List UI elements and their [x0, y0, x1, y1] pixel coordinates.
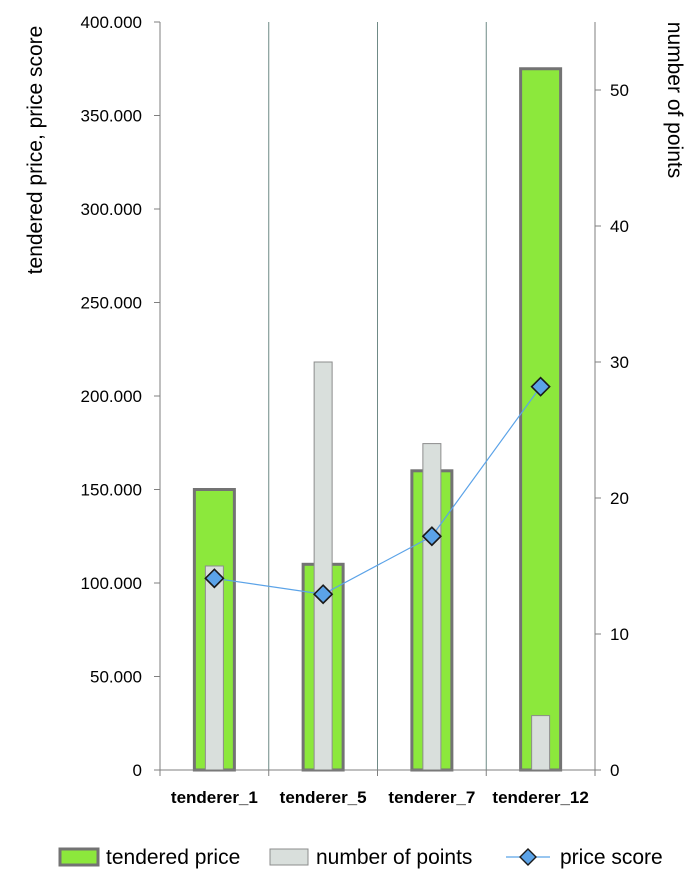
y-tick-label: 50.000 [90, 668, 142, 687]
y-tick-label: 0 [133, 761, 142, 780]
legend-label-number-of-points: number of points [316, 846, 472, 869]
y-tick-label: 350.000 [81, 107, 142, 126]
y2-tick-label: 50 [610, 81, 629, 100]
number-of-points-bar [422, 443, 442, 771]
legend-label-price-score: price score [560, 846, 663, 869]
y2-tick-label: 40 [610, 217, 629, 236]
legend: tendered price number of points price scor… [58, 846, 663, 869]
price-score-marker [204, 568, 225, 589]
y-tick-label: 150.000 [81, 481, 142, 500]
y2-tick-label: 20 [610, 489, 629, 508]
number-of-points-bar [204, 565, 224, 771]
price-score-marker [421, 526, 443, 547]
legend-swatch-number-of-points [269, 848, 309, 866]
y-tick-label: 200.000 [81, 387, 142, 406]
price-score-marker [312, 584, 334, 605]
axes [154, 21, 601, 776]
category-label: tenderer_1 [171, 788, 258, 807]
y2-tick-label: 30 [610, 353, 629, 372]
y2-tick-label: 10 [610, 625, 629, 644]
y-tick-label: 400.000 [81, 13, 142, 32]
number-of-points-bar [531, 715, 551, 771]
price-score-polyline [214, 386, 542, 595]
bars [192, 67, 563, 772]
price-score-marker [530, 376, 551, 397]
y2-tick-label: 0 [610, 761, 619, 780]
y-tick-label: 100.000 [81, 574, 142, 593]
tick-labels: 0 50.000 100.000 150.000 200.000 250.000 300.0… [81, 13, 629, 807]
tendered-price-bar [519, 67, 563, 772]
legend-marker-price-score [519, 848, 537, 866]
category-label: tenderer_12 [492, 788, 588, 807]
number-of-points-bar [313, 361, 333, 771]
grid-lines [268, 22, 487, 770]
y-tick-label: 250.000 [81, 294, 142, 313]
y-axis-title: tendered price, price score [24, 26, 47, 275]
price-score-line [204, 376, 551, 605]
category-label: tenderer_5 [280, 788, 367, 807]
y-tick-label: 300.000 [81, 200, 142, 219]
legend-label-tendered-price: tendered price [106, 846, 240, 869]
legend-swatch-tendered-price [58, 847, 100, 867]
y2-axis-title: number of points [663, 22, 686, 178]
category-label: tenderer_7 [388, 788, 475, 807]
